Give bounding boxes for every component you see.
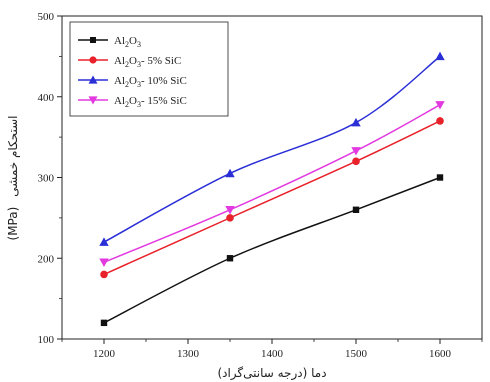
y-tick-label: 100 bbox=[38, 334, 55, 346]
legend-item: Al2O3- 5% SiC bbox=[78, 55, 181, 69]
legend-label: Al2O3- 5% SiC bbox=[114, 55, 181, 69]
data-point bbox=[100, 270, 108, 279]
data-point bbox=[226, 214, 234, 222]
legend: Al2O3 Al2O3- 5% SiC Al2O3- 10% SiC Al2O3- 1… bbox=[69, 21, 229, 117]
data-point bbox=[436, 174, 444, 181]
data-point bbox=[88, 75, 98, 84]
series-line bbox=[103, 104, 441, 263]
data-point bbox=[88, 96, 98, 105]
legend-item: Al2O3 bbox=[78, 35, 141, 49]
legend-label: Al2O3 bbox=[114, 35, 141, 49]
x-tick-label: 1200 bbox=[93, 348, 116, 360]
data-point bbox=[99, 258, 109, 267]
x-axis-label: دما (درجه سانتی‌گراد) bbox=[217, 366, 326, 381]
y-axis-label: (MPa) استحکام خمشی bbox=[6, 116, 20, 241]
x-tick-label: 1300 bbox=[177, 348, 200, 360]
series-3 bbox=[99, 51, 445, 246]
series-line bbox=[103, 120, 441, 276]
data-point bbox=[226, 255, 234, 262]
data-point bbox=[351, 117, 361, 127]
data-point bbox=[225, 168, 235, 178]
y-tick-label: 400 bbox=[38, 92, 55, 104]
series-2 bbox=[100, 117, 444, 279]
data-point bbox=[435, 101, 445, 110]
data-point bbox=[90, 37, 96, 43]
legend-label: Al2O3- 10% SiC bbox=[114, 75, 187, 89]
series-layer bbox=[99, 51, 445, 327]
legend-label: Al2O3- 15% SiC bbox=[114, 95, 187, 109]
data-point bbox=[225, 206, 235, 215]
series-1 bbox=[100, 174, 444, 327]
x-tick-label: 1600 bbox=[429, 348, 452, 360]
data-point bbox=[352, 206, 360, 213]
y-tick-label: 500 bbox=[38, 11, 55, 23]
y-tick-label: 200 bbox=[38, 253, 55, 265]
legend-item: Al2O3- 15% SiC bbox=[78, 95, 187, 109]
data-point bbox=[99, 237, 109, 246]
data-point bbox=[436, 117, 444, 125]
legend-item: Al2O3- 10% SiC bbox=[78, 75, 187, 89]
data-point bbox=[352, 157, 360, 166]
x-tick-label: 1500 bbox=[345, 348, 368, 360]
series-line bbox=[103, 55, 441, 243]
svg-text:(MPa) استحکام خمشی: (MPa) استحکام خمشی bbox=[6, 116, 20, 241]
series-4 bbox=[99, 101, 445, 267]
y-axis-label-text: استحکام خمشی bbox=[6, 116, 20, 197]
data-point bbox=[351, 147, 361, 156]
axis-ticks: 1200 1300 1400 1500 1600 100 200 300 400 500 bbox=[38, 11, 483, 360]
data-point bbox=[89, 56, 97, 64]
data-point bbox=[100, 319, 108, 327]
data-point bbox=[435, 51, 445, 61]
x-tick-label: 1400 bbox=[261, 348, 284, 360]
y-tick-label: 300 bbox=[38, 173, 55, 185]
y-axis-label-unit: (MPa) bbox=[6, 207, 20, 241]
series-line bbox=[103, 176, 441, 324]
